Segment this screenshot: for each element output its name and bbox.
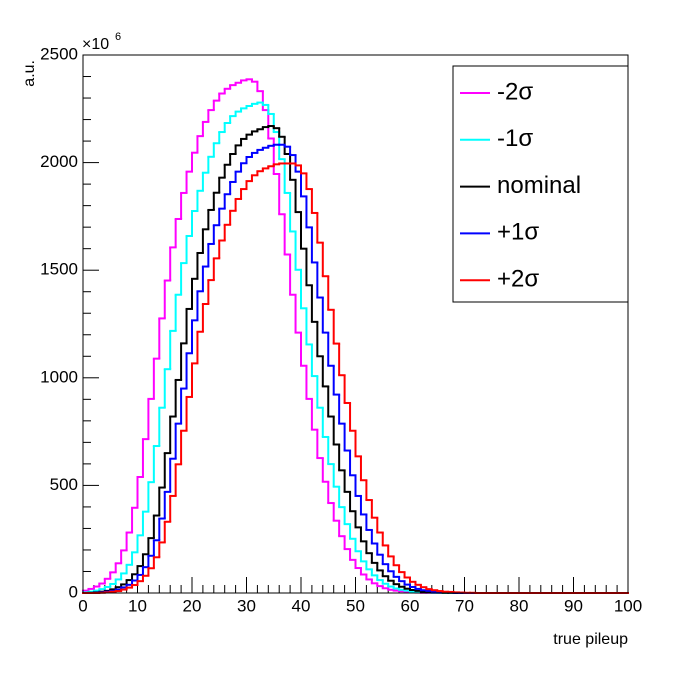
plot-frame (82, 54, 629, 594)
x-tick-label: 60 (401, 596, 420, 615)
x-tick-label: 40 (292, 596, 311, 615)
x-tick-label: 50 (346, 596, 365, 615)
y-scale-label: ×10 (82, 36, 109, 53)
y-tick-label: 1500 (40, 260, 78, 279)
legend-label: nominal (497, 172, 581, 199)
x-tick-label: 100 (614, 596, 642, 615)
x-tick-label: 80 (510, 596, 529, 615)
legend-label: -1σ (497, 125, 533, 152)
y-tick-label: 1000 (40, 367, 78, 386)
x-tick-label: 90 (564, 596, 583, 615)
y-scale-exponent: 6 (115, 31, 121, 43)
x-axis-label: true pileup (553, 631, 628, 648)
x-tick-label: 30 (237, 596, 256, 615)
y-tick-label: 2000 (40, 152, 78, 171)
x-tick-label: 20 (183, 596, 202, 615)
legend-label: -2σ (497, 78, 533, 105)
y-tick-label: 500 (50, 475, 78, 494)
x-tick-label: 10 (128, 596, 147, 615)
legend-box (452, 65, 629, 303)
legend-label: +1σ (497, 219, 539, 246)
y-tick-label: 2500 (40, 44, 78, 63)
x-tick-label: 70 (455, 596, 474, 615)
y-axis-label: a.u. (21, 60, 38, 87)
y-tick-label: 0 (69, 582, 78, 601)
legend-label: +2σ (497, 266, 539, 293)
x-tick-label: 0 (78, 596, 87, 615)
